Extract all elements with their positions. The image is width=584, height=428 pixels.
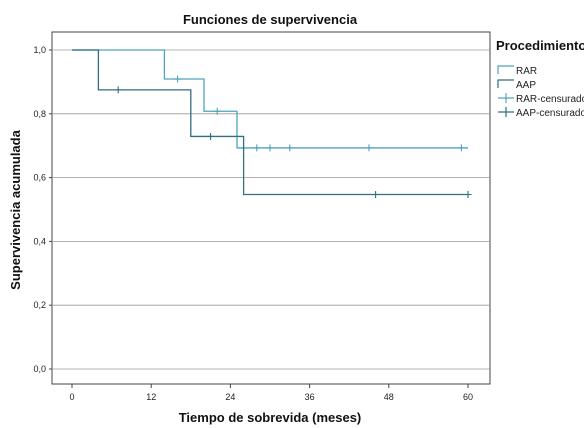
y-tick-label: 0,4 <box>33 236 46 246</box>
censor-mark-rar <box>286 144 294 152</box>
x-tick-label: 60 <box>463 392 473 402</box>
legend-label: RAR <box>516 66 537 77</box>
x-tick-label: 24 <box>225 392 235 402</box>
censor-mark-aap <box>114 86 122 94</box>
legend-swatch-aap <box>497 79 514 88</box>
censor-mark-rar <box>266 144 274 152</box>
x-tick-label: 48 <box>384 392 394 402</box>
legend-label: AAP-censurado <box>516 108 584 119</box>
plot-area: 0,0 0,2 0,4 0,6 0,8 1,0 0 12 24 36 48 60 <box>33 31 491 402</box>
censor-mark-rar <box>457 144 465 152</box>
y-tick-label: 0,2 <box>33 300 46 310</box>
censor-mark-rar <box>253 144 261 152</box>
x-axis-title: Tiempo de sobrevida (meses) <box>179 410 362 425</box>
series-line-aap <box>72 49 468 196</box>
y-axis-title: Supervivencia acumulada <box>8 129 23 289</box>
x-tick-label: 36 <box>305 392 315 402</box>
censor-mark-rar <box>174 75 182 83</box>
x-tick-label: 0 <box>69 392 74 402</box>
censor-mark-rar <box>365 144 373 152</box>
legend: Procedimiento RAR AAP RAR-censurado AAP-cens… <box>496 38 584 119</box>
censor-mark-aap <box>464 191 472 199</box>
censor-mark-aap <box>372 191 380 199</box>
y-tick-label: 0,0 <box>33 364 46 374</box>
y-tick-label: 1,0 <box>33 45 46 55</box>
x-tick-label: 12 <box>146 392 156 402</box>
chart-title: Funciones de supervivencia <box>183 12 358 27</box>
censor-mark-aap <box>207 132 215 140</box>
plot-frame <box>51 31 491 385</box>
y-tick-label: 0,6 <box>33 173 46 183</box>
legend-swatch-rar <box>497 65 514 74</box>
series-line-rar <box>72 49 468 149</box>
legend-swatch-rar-censurado <box>498 93 514 103</box>
legend-label: RAR-censurado <box>516 94 584 105</box>
censor-mark-rar <box>213 107 221 115</box>
legend-title: Procedimiento <box>496 38 584 53</box>
legend-swatch-aap-censurado <box>498 107 514 117</box>
legend-label: AAP <box>516 80 536 91</box>
y-tick-label: 0,8 <box>33 109 46 119</box>
